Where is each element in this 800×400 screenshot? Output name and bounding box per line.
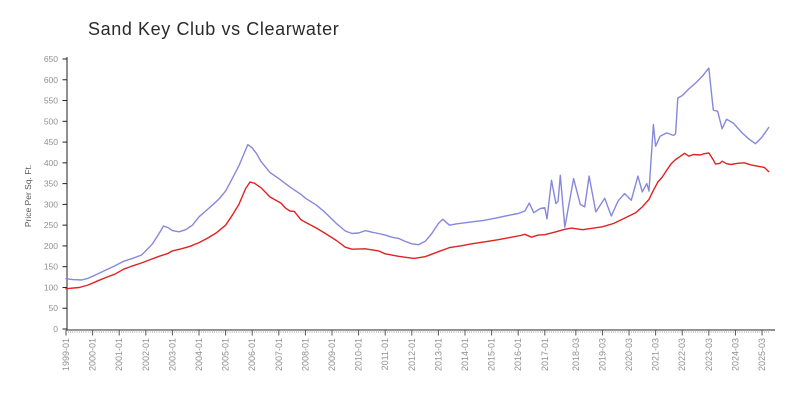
y-tick-label: 550 <box>44 96 58 106</box>
x-tick-label: 2011-01 <box>380 338 390 370</box>
y-tick-label: 400 <box>44 158 58 168</box>
y-tick-label: 300 <box>44 199 58 209</box>
y-tick-label: 600 <box>44 75 58 85</box>
y-axis-ticks: 0 50 100 150 200 250 300 350 400 450 500 550 600 650 <box>44 54 67 334</box>
x-tick-label: 2001-01 <box>114 338 124 371</box>
x-tick-label: 2017-01 <box>540 338 550 371</box>
y-tick-label: 0 <box>53 324 58 334</box>
axis-lines <box>66 57 775 331</box>
y-tick-label: 350 <box>44 179 58 189</box>
x-tick-label: 2004-01 <box>194 338 204 371</box>
y-tick-label: 150 <box>44 262 58 272</box>
series-line-clearwater <box>65 67 770 281</box>
x-tick-label: 2015-01 <box>487 338 497 371</box>
y-tick-label: 450 <box>44 137 58 147</box>
x-tick-label: 2018-03 <box>571 338 581 371</box>
y-tick-label: 200 <box>44 241 58 251</box>
x-tick-label: 2007-01 <box>274 338 284 371</box>
x-tick-label: 2012-01 <box>407 338 417 371</box>
x-tick-label: 2008-01 <box>300 338 310 371</box>
x-tick-label: 2025-03 <box>757 338 767 371</box>
y-tick-label: 100 <box>44 282 58 292</box>
x-tick-label: 2000-01 <box>88 338 98 371</box>
x-tick-label: 2002-01 <box>141 338 151 371</box>
x-tick-label: 1999-01 <box>61 338 71 371</box>
x-tick-label: 2013-01 <box>433 338 443 371</box>
x-tick-label: 2022-03 <box>677 338 687 371</box>
x-tick-label: 2021-03 <box>651 338 661 371</box>
x-tick-label: 2023-03 <box>704 338 714 371</box>
chart-title: Sand Key Club vs Clearwater <box>88 19 340 39</box>
x-tick-label: 2019-03 <box>597 338 607 371</box>
y-tick-label: 50 <box>49 303 59 313</box>
y-tick-label: 500 <box>44 116 58 126</box>
x-tick-label: 2016-01 <box>513 338 523 371</box>
x-tick-label: 2006-01 <box>247 338 257 371</box>
x-tick-label: 2020-03 <box>624 338 634 371</box>
y-axis-label: Price Per Sq. Ft. <box>23 165 33 227</box>
x-tick-label: 2005-01 <box>221 338 231 371</box>
x-tick-label: 2010-01 <box>354 338 364 371</box>
series-line-sand-key-club <box>65 152 770 290</box>
x-tick-label: 2014-01 <box>460 338 470 371</box>
x-tick-label: 2003-01 <box>167 338 177 371</box>
x-tick-label: 2009-01 <box>327 338 337 371</box>
x-axis-ticks: 1999-01 2000-01 2001-01 2002-01 2003-01 2004-… <box>61 330 767 371</box>
y-tick-label: 250 <box>44 220 58 230</box>
y-tick-label: 650 <box>44 54 58 64</box>
x-tick-label: 2024-03 <box>730 338 740 371</box>
